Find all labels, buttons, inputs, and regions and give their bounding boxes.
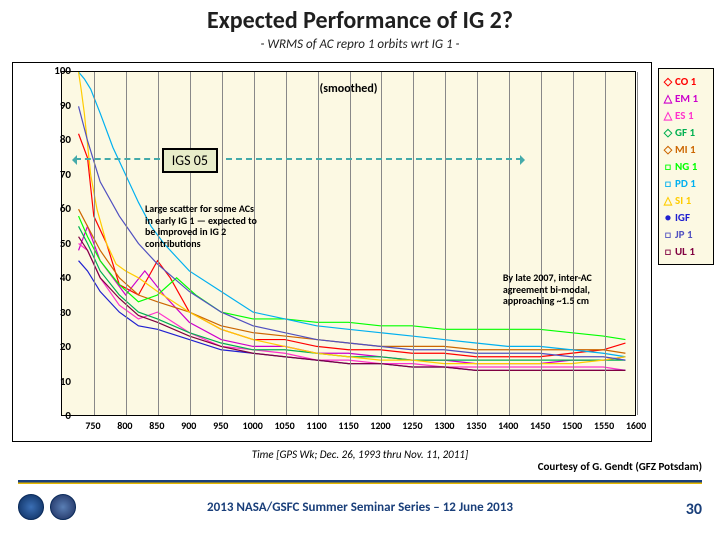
legend-item-ul1: □UL 1 [661, 243, 711, 260]
gridline [541, 72, 542, 415]
x-tick: 1350 [466, 419, 486, 432]
annotation-scatter: Large scatter for some ACsin early IG 1 … [145, 203, 257, 249]
y-tick: 60 [31, 202, 71, 215]
x-tick: 1600 [626, 419, 646, 432]
gridline [605, 72, 606, 415]
legend-label: MI 1 [675, 143, 696, 156]
igs05-label: IGS 05 [162, 148, 218, 173]
x-tick: 1050 [274, 419, 294, 432]
gridline [126, 72, 127, 415]
footer-rule [18, 480, 702, 484]
legend-label: ES 1 [675, 109, 694, 122]
x-tick: 1550 [594, 419, 614, 432]
y-tick: 40 [31, 271, 71, 284]
legend-symbol: △ [661, 110, 675, 121]
y-tick: 20 [31, 340, 71, 353]
page-subtitle: - WRMS of AC repro 1 orbits wrt IG 1 - [0, 37, 720, 52]
legend-symbol: □ [661, 161, 675, 172]
annotation-agreement: By late 2007, inter-ACagreement bi-modal… [503, 272, 592, 307]
legend-label: PD 1 [675, 177, 696, 190]
footer-logos [18, 494, 76, 520]
igs05-arrow-left [75, 158, 160, 160]
legend-symbol: □ [661, 229, 675, 240]
slide-number: 30 [686, 500, 702, 519]
legend-item-mi1: ◇MI 1 [661, 141, 711, 158]
plot-area: (smoothed) IGS 05 Large scatter for some… [61, 71, 636, 416]
y-tick: 10 [31, 375, 71, 388]
gridline [637, 72, 638, 415]
x-tick: 800 [117, 419, 132, 432]
legend-symbol: ◇ [661, 76, 675, 87]
x-tick: 1000 [243, 419, 263, 432]
legend-label: CO 1 [675, 75, 696, 88]
x-tick: 1100 [306, 419, 326, 432]
y-tick: 100 [31, 64, 71, 77]
page-title: Expected Performance of IG 2? [0, 0, 720, 35]
legend: ◇CO 1△EM 1△ES 1◇GF 1◇MI 1□NG 1□PD 1△SI 1… [658, 68, 714, 265]
legend-item-jp1: □JP 1 [661, 226, 711, 243]
gridline [318, 72, 319, 415]
gridline [509, 72, 510, 415]
gridline [573, 72, 574, 415]
y-tick: 50 [31, 237, 71, 250]
gridline [477, 72, 478, 415]
legend-symbol: △ [661, 195, 675, 206]
x-tick: 1250 [402, 419, 422, 432]
legend-label: GF 1 [675, 126, 695, 139]
x-tick: 1150 [338, 419, 358, 432]
legend-item-co1: ◇CO 1 [661, 73, 711, 90]
legend-item-ng1: □NG 1 [661, 158, 711, 175]
igs05-arrow-right [226, 158, 522, 160]
legend-label: UL 1 [675, 245, 695, 258]
x-tick: 850 [149, 419, 164, 432]
x-tick: 1450 [530, 419, 550, 432]
gridline [445, 72, 446, 415]
legend-symbol: ◇ [661, 144, 675, 155]
legend-symbol: ● [661, 212, 675, 223]
y-tick: 90 [31, 99, 71, 112]
nasa-logo-icon [50, 494, 76, 520]
gridline [350, 72, 351, 415]
legend-item-es1: △ES 1 [661, 107, 711, 124]
legend-symbol: □ [661, 246, 675, 257]
x-tick: 1200 [370, 419, 390, 432]
legend-symbol: △ [661, 93, 675, 104]
chart-container: Weighted RMS [mm] (smoothed) IGS 05 Larg… [12, 62, 652, 442]
legend-item-gf1: ◇GF 1 [661, 124, 711, 141]
x-tick: 1500 [562, 419, 582, 432]
legend-label: NG 1 [675, 160, 697, 173]
legend-label: EM 1 [675, 92, 698, 105]
legend-item-igf: ●IGF [661, 209, 711, 226]
legend-item-em1: △EM 1 [661, 90, 711, 107]
y-tick: 0 [31, 409, 71, 422]
legend-item-si1: △SI 1 [661, 192, 711, 209]
x-tick: 900 [181, 419, 196, 432]
y-tick: 30 [31, 306, 71, 319]
legend-label: IGF [675, 211, 690, 224]
legend-label: JP 1 [675, 228, 693, 241]
legend-symbol: ◇ [661, 127, 675, 138]
gridline [94, 72, 95, 415]
courtesy-text: Courtesy of G. Gendt (GFZ Potsdam) [538, 460, 702, 473]
footer-text: 2013 NASA/GSFC Summer Seminar Series – 1… [0, 500, 720, 515]
x-tick: 950 [213, 419, 228, 432]
legend-item-pd1: □PD 1 [661, 175, 711, 192]
gridline [381, 72, 382, 415]
gridline [413, 72, 414, 415]
gridline [286, 72, 287, 415]
x-tick: 1400 [498, 419, 518, 432]
x-tick: 750 [85, 419, 100, 432]
noaa-logo-icon [18, 494, 44, 520]
y-tick: 80 [31, 133, 71, 146]
legend-symbol: □ [661, 178, 675, 189]
legend-label: SI 1 [675, 194, 691, 207]
x-tick: 1300 [434, 419, 454, 432]
y-tick: 70 [31, 168, 71, 181]
